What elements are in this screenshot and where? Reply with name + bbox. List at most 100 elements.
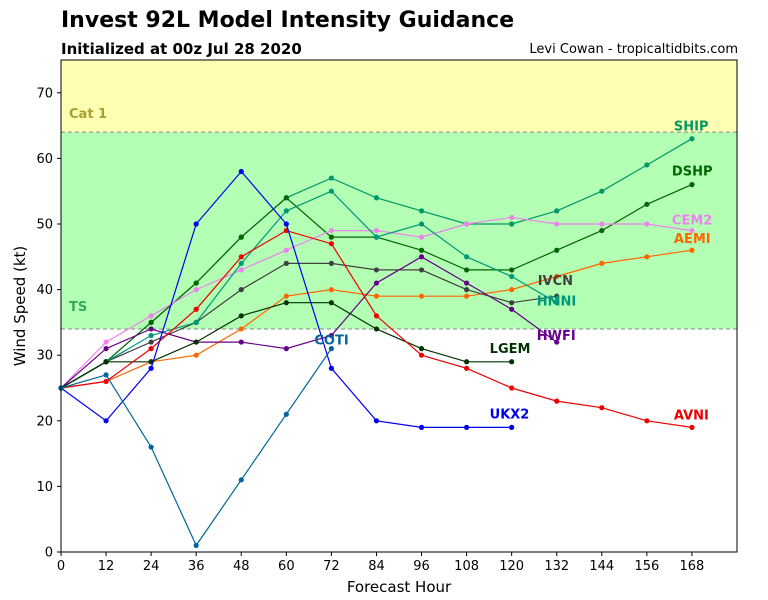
point-avni [464, 365, 470, 371]
point-ivcn [148, 339, 154, 345]
point-aemi [238, 326, 244, 332]
x-tick-label: 156 [634, 559, 659, 574]
x-tick-label: 96 [413, 559, 430, 574]
point-ukx2 [464, 424, 470, 430]
point-ivcn [238, 287, 244, 293]
x-tick-label: 0 [57, 559, 65, 574]
series-labels: Cat 1 TS SHIP DSHP CEM2 AEMI IVCN HMNI HWFI LGEM A… [69, 107, 712, 423]
series-group [58, 136, 695, 549]
point-aemi [689, 247, 695, 253]
point-hwfi [103, 346, 109, 352]
series-line-coti [60, 348, 332, 547]
point-ship [644, 162, 650, 168]
point-hwfi [418, 254, 425, 260]
point-avni [103, 378, 109, 385]
point-cem2 [283, 247, 289, 253]
x-tick-label: 72 [323, 559, 340, 574]
point-ship [599, 188, 605, 194]
point-cem2 [103, 339, 109, 345]
series-label-avni: AVNI [674, 408, 709, 423]
point-cem2 [328, 227, 334, 234]
series-label-hmni: HMNI [537, 295, 577, 310]
point-aemi [554, 273, 560, 280]
point-lgem [103, 359, 109, 365]
point-hmni [238, 260, 244, 266]
series-label-aemi: AEMI [674, 232, 711, 247]
point-cem2 [418, 234, 425, 240]
y-tick-label: 70 [36, 86, 53, 101]
point-aemi [373, 293, 380, 299]
point-cem2 [554, 221, 560, 227]
point-cem2 [689, 227, 695, 234]
point-coti [193, 542, 199, 549]
y-tick-label: 60 [36, 152, 53, 167]
point-avni [599, 405, 605, 411]
point-dshp [464, 267, 470, 273]
chart-title: Invest 92L Model Intensity Guidance [61, 8, 515, 33]
point-ukx2 [418, 424, 425, 430]
point-dshp [509, 267, 515, 273]
x-tick-label: 120 [499, 559, 524, 574]
point-coti [103, 372, 109, 378]
point-hmni [464, 254, 470, 260]
point-avni [238, 254, 244, 260]
chart-credit: Levi Cowan - tropicaltidbits.com [529, 42, 738, 57]
plot-frame [60, 59, 738, 553]
point-aemi [509, 287, 515, 293]
point-hmni [193, 319, 199, 325]
series-line-ivcn [60, 262, 557, 389]
series-label-ukx2: UKX2 [490, 407, 530, 422]
point-dshp [689, 182, 695, 188]
x-tick-label: 108 [454, 559, 479, 574]
point-avni [373, 313, 380, 319]
point-cem2 [148, 313, 154, 319]
point-dshp [328, 234, 334, 240]
point-coti [148, 444, 154, 450]
point-hmni [283, 208, 289, 214]
point-ivcn [373, 267, 380, 273]
point-ivcn [554, 293, 560, 299]
point-hwfi [554, 339, 560, 345]
x-axis-label: Forecast Hour [347, 578, 452, 596]
point-dshp [644, 201, 650, 207]
band-label-ts: TS [69, 300, 87, 315]
point-ukx2 [283, 221, 289, 227]
series-label-dshp: DSHP [672, 165, 713, 180]
y-tick-label: 30 [36, 349, 53, 364]
point-ukx2 [238, 168, 244, 175]
series-line-hwfi [60, 256, 558, 389]
point-avni [689, 424, 695, 430]
point-cem2 [464, 221, 470, 227]
point-ship [418, 208, 425, 214]
y-tick-label: 0 [45, 546, 53, 561]
point-avni [509, 385, 515, 391]
chart-subtitle: Initialized at 00z Jul 28 2020 [61, 40, 302, 58]
point-aemi [599, 260, 605, 266]
point-avni [193, 306, 199, 312]
point-ship [328, 175, 334, 181]
point-ivcn [464, 287, 470, 293]
series-line-hmni [60, 190, 558, 389]
point-avni [644, 418, 650, 424]
band-label-cat1: Cat 1 [69, 107, 107, 122]
point-dshp [238, 234, 244, 240]
point-aemi [644, 254, 650, 260]
point-coti [238, 477, 244, 483]
series-label-ivcn: IVCN [538, 274, 573, 289]
x-tick-label: 12 [98, 559, 115, 574]
point-lgem [509, 359, 515, 365]
y-tick-label: 20 [36, 414, 53, 429]
point-aemi [464, 293, 470, 299]
y-tick-label: 10 [36, 480, 53, 495]
point-aemi [328, 287, 334, 293]
point-lgem [328, 300, 334, 306]
point-avni [328, 241, 334, 247]
point-ship [554, 208, 560, 214]
series-label-ship: SHIP [674, 120, 709, 135]
point-hwfi [373, 280, 380, 286]
point-lgem [464, 359, 470, 365]
point-ukx2 [148, 365, 154, 371]
point-hwfi [148, 326, 154, 332]
point-ukx2 [373, 418, 380, 424]
